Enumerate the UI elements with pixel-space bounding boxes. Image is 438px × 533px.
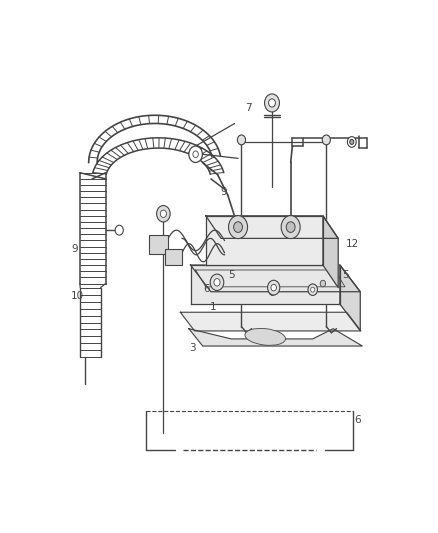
Polygon shape <box>323 216 338 288</box>
Circle shape <box>268 99 276 107</box>
Circle shape <box>320 280 325 287</box>
Polygon shape <box>191 265 340 304</box>
Text: 9: 9 <box>220 187 227 197</box>
Ellipse shape <box>245 328 286 345</box>
Circle shape <box>210 274 224 290</box>
Text: 6: 6 <box>355 415 361 425</box>
Polygon shape <box>340 265 360 330</box>
Circle shape <box>157 206 170 222</box>
Circle shape <box>265 94 279 112</box>
Text: 6: 6 <box>203 284 210 294</box>
Circle shape <box>115 225 124 235</box>
Circle shape <box>233 222 243 232</box>
Circle shape <box>308 284 318 295</box>
Text: 5: 5 <box>228 270 235 280</box>
Text: 7: 7 <box>245 103 251 114</box>
Circle shape <box>268 280 280 295</box>
Polygon shape <box>189 329 362 346</box>
Circle shape <box>286 222 295 232</box>
Circle shape <box>189 146 202 163</box>
Text: 8: 8 <box>267 287 274 297</box>
Circle shape <box>229 216 247 239</box>
Circle shape <box>214 279 220 286</box>
Text: 10: 10 <box>215 216 228 226</box>
Circle shape <box>281 216 300 239</box>
Polygon shape <box>206 216 323 265</box>
Text: 12: 12 <box>346 239 360 249</box>
Polygon shape <box>206 216 338 238</box>
Circle shape <box>237 135 246 145</box>
Text: 4: 4 <box>151 243 158 253</box>
Polygon shape <box>191 265 360 292</box>
Text: 10: 10 <box>71 291 85 301</box>
Text: 9: 9 <box>71 244 78 254</box>
Circle shape <box>350 140 354 144</box>
FancyBboxPatch shape <box>149 235 168 254</box>
FancyBboxPatch shape <box>165 248 182 265</box>
Polygon shape <box>180 312 361 331</box>
Circle shape <box>322 135 330 145</box>
Text: 6: 6 <box>268 288 276 298</box>
Text: 5: 5 <box>343 270 350 280</box>
Circle shape <box>271 284 276 291</box>
Circle shape <box>160 210 166 217</box>
Circle shape <box>193 151 198 158</box>
Text: 1: 1 <box>210 302 216 312</box>
Text: 3: 3 <box>189 343 195 353</box>
Circle shape <box>347 136 356 147</box>
Circle shape <box>311 287 315 292</box>
